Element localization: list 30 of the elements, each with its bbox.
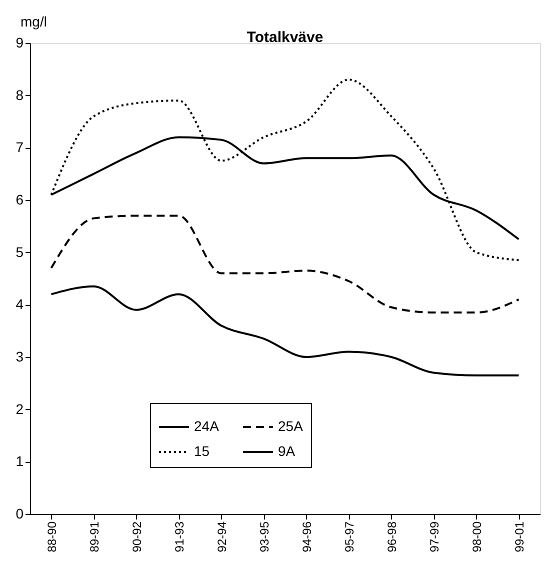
y-tick-label: 1 [16,453,24,470]
y-tick-label: 4 [16,296,24,312]
y-axis-title: mg/l [20,14,47,30]
x-tick-label: 94-96 [300,521,314,552]
y-tick-label: 5 [16,244,24,260]
y-tick-label: 0 [16,506,24,522]
legend-label: 24A [194,418,220,434]
chart-title: Totalkväve [246,29,324,46]
line-series [50,285,520,376]
y-tick-label: 9 [16,34,24,50]
x-tick-label: 97-99 [427,521,442,552]
line-series [50,214,520,314]
x-tick-label: 95-97 [342,521,356,552]
y-tick-label: 6 [16,192,24,208]
x-tick-label: 88-90 [44,521,59,552]
x-tick-label: 96-98 [384,521,399,552]
x-tick-label: 98-00 [470,521,484,552]
y-tick-label: 7 [16,139,24,156]
x-tick-label: 90-92 [130,521,144,552]
legend-label: 25A [278,418,304,434]
legend-label: 15 [194,443,210,459]
y-tick-label: 8 [16,86,24,103]
x-tick-label: 93-95 [257,521,272,552]
y-tick-label: 2 [16,400,24,417]
y-tick-label: 3 [16,348,24,364]
x-tick-label: 92-94 [214,521,229,552]
x-tick-label: 91-93 [172,521,186,552]
x-tick-label: 89-91 [87,521,102,552]
x-tick-label: 99-01 [512,521,526,552]
legend-label: 9A [278,443,296,459]
